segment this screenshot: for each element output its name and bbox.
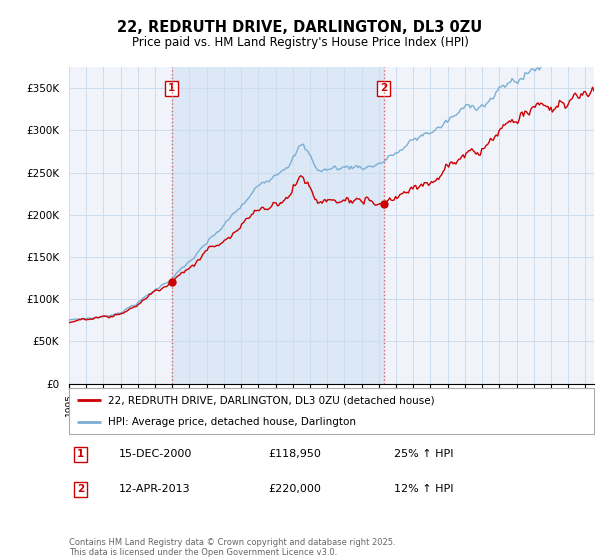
Bar [172, 67, 383, 384]
Text: 2: 2 [77, 484, 84, 494]
FancyBboxPatch shape [69, 388, 594, 434]
Text: HPI: Average price, detached house, Darlington: HPI: Average price, detached house, Darl… [109, 417, 356, 427]
Text: 1: 1 [77, 449, 84, 459]
Text: Contains HM Land Registry data © Crown copyright and database right 2025.
This d: Contains HM Land Registry data © Crown c… [69, 538, 395, 557]
Text: 25% ↑ HPI: 25% ↑ HPI [395, 449, 454, 459]
Text: £220,000: £220,000 [269, 484, 322, 494]
Text: 22, REDRUTH DRIVE, DARLINGTON, DL3 0ZU (detached house): 22, REDRUTH DRIVE, DARLINGTON, DL3 0ZU (… [109, 395, 435, 405]
Text: 15-DEC-2000: 15-DEC-2000 [119, 449, 192, 459]
Text: 2: 2 [380, 83, 387, 94]
Text: £118,950: £118,950 [269, 449, 322, 459]
Text: 12% ↑ HPI: 12% ↑ HPI [395, 484, 454, 494]
Text: Price paid vs. HM Land Registry's House Price Index (HPI): Price paid vs. HM Land Registry's House … [131, 36, 469, 49]
Text: 22, REDRUTH DRIVE, DARLINGTON, DL3 0ZU: 22, REDRUTH DRIVE, DARLINGTON, DL3 0ZU [118, 20, 482, 35]
Text: 12-APR-2013: 12-APR-2013 [119, 484, 191, 494]
Text: 1: 1 [168, 83, 175, 94]
